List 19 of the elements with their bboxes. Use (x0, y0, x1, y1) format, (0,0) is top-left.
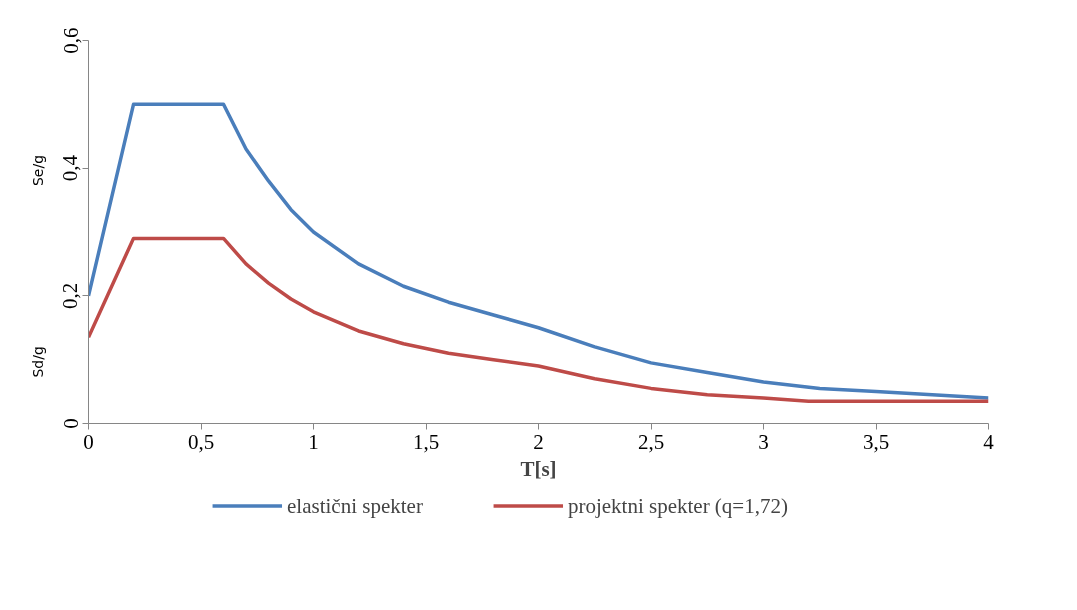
x-tick-label: 1,5 (412, 429, 440, 454)
y-tick-label: 0 (58, 418, 83, 429)
x-tick-label: 2,5 (637, 429, 665, 454)
y-tick-label: 0,2 (58, 282, 83, 309)
x-tick-label: 4 (983, 429, 995, 454)
x-tick-label: 3,5 (862, 429, 890, 454)
x-tick-label: 3 (758, 429, 769, 454)
text: Sd/g (30, 346, 46, 378)
x-tick-label: 1 (308, 429, 319, 454)
x-axis-title: T[s] (520, 456, 557, 481)
line-series (88, 236, 989, 403)
line-series (88, 102, 989, 400)
legend-label: elastični spekter (287, 493, 423, 518)
legend-label: projektni spekter (q=1,72) (567, 493, 788, 518)
y-tick-label: 0,4 (58, 154, 83, 182)
x-tick-label: 2 (533, 429, 544, 454)
x-tick-label: 0,5 (187, 429, 215, 454)
y-tick-label: 0,6 (58, 27, 83, 54)
y-axis-title: Se/g (30, 154, 46, 187)
